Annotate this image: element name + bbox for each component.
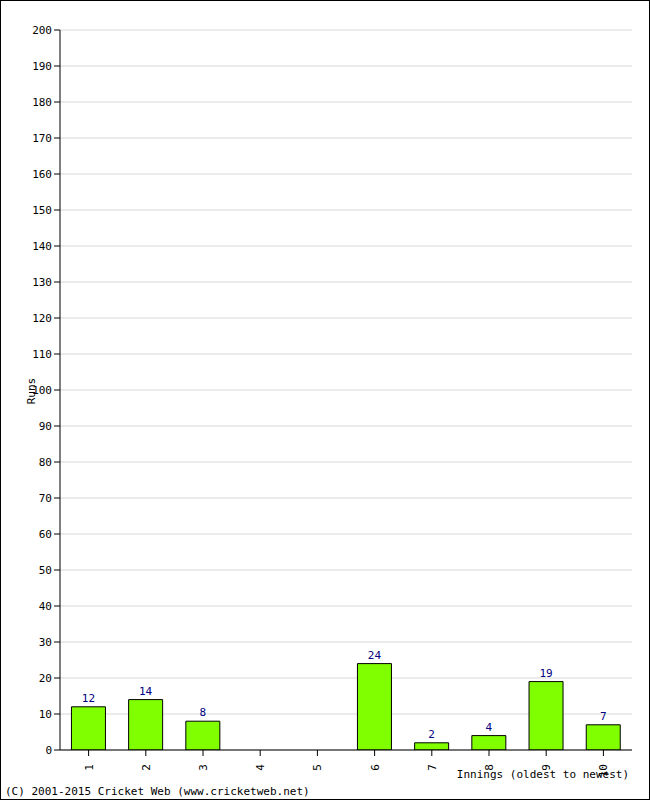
- svg-text:120: 120: [32, 312, 52, 325]
- svg-text:4: 4: [486, 721, 493, 734]
- svg-text:30: 30: [39, 636, 52, 649]
- svg-text:12: 12: [82, 692, 95, 705]
- svg-text:130: 130: [32, 276, 52, 289]
- svg-text:3: 3: [197, 764, 210, 771]
- svg-text:80: 80: [39, 456, 52, 469]
- svg-text:180: 180: [32, 96, 52, 109]
- svg-text:7: 7: [426, 764, 439, 771]
- svg-text:50: 50: [39, 564, 52, 577]
- svg-text:70: 70: [39, 492, 52, 505]
- svg-text:10: 10: [39, 708, 52, 721]
- svg-text:24: 24: [368, 649, 382, 662]
- svg-text:200: 200: [32, 24, 52, 37]
- svg-text:5: 5: [311, 764, 324, 771]
- svg-text:190: 190: [32, 60, 52, 73]
- svg-text:2: 2: [428, 728, 435, 741]
- svg-text:150: 150: [32, 204, 52, 217]
- svg-text:14: 14: [139, 685, 153, 698]
- svg-text:160: 160: [32, 168, 52, 181]
- svg-text:60: 60: [39, 528, 52, 541]
- svg-text:1: 1: [83, 764, 96, 771]
- svg-text:90: 90: [39, 420, 52, 433]
- svg-text:19: 19: [539, 667, 552, 680]
- svg-text:8: 8: [200, 706, 207, 719]
- svg-text:6: 6: [369, 764, 382, 771]
- svg-text:0: 0: [45, 744, 52, 757]
- svg-text:4: 4: [254, 764, 267, 771]
- svg-text:140: 140: [32, 240, 52, 253]
- svg-text:7: 7: [600, 710, 607, 723]
- svg-text:40: 40: [39, 600, 52, 613]
- svg-text:110: 110: [32, 348, 52, 361]
- svg-text:20: 20: [39, 672, 52, 685]
- svg-text:170: 170: [32, 132, 52, 145]
- svg-text:2: 2: [140, 764, 153, 771]
